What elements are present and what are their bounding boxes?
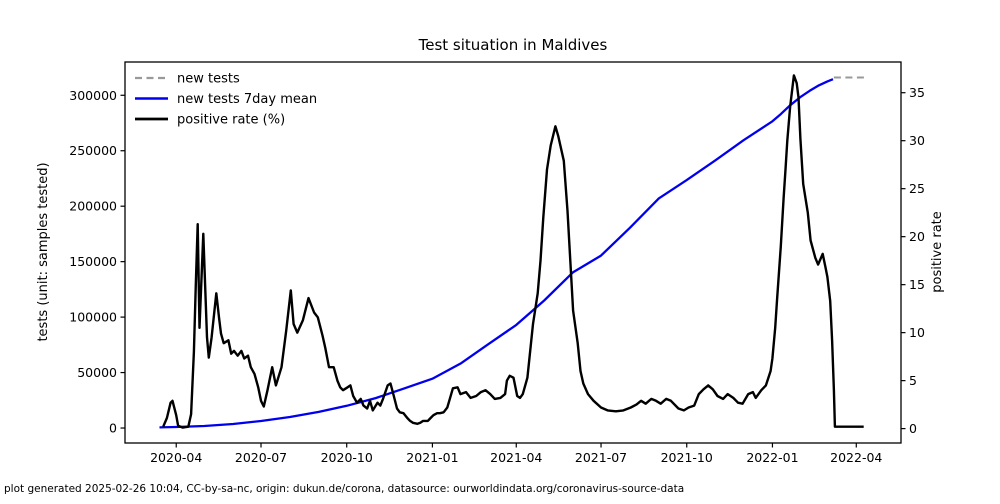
chart-title: Test situation in Maldives <box>418 36 608 54</box>
y-tick-label-right: 15 <box>909 277 925 292</box>
footer-note: plot generated 2025-02-26 10:04, CC-by-s… <box>4 483 684 495</box>
y-tick-label-left: 0 <box>109 421 117 436</box>
y-tick-label-left: 50000 <box>77 365 117 380</box>
legend-label-new-tests: new tests <box>177 72 240 87</box>
x-tick-label: 2020-07 <box>235 450 287 465</box>
y-tick-label-right: 35 <box>909 85 925 100</box>
y-tick-label-right: 30 <box>909 133 925 148</box>
x-tick-label: 2021-07 <box>575 450 627 465</box>
legend-label-new-tests-7day-mean: new tests 7day mean <box>177 92 317 107</box>
y-tick-label-right: 20 <box>909 229 925 244</box>
legend: new tests new tests 7day mean positive rat… <box>135 72 317 128</box>
right-axis-label: positive rate <box>930 211 945 293</box>
x-tick-label: 2021-10 <box>661 450 713 465</box>
series-line-positive-rate <box>162 74 864 429</box>
x-tick-label: 2022-01 <box>746 450 798 465</box>
plot-area: 2020-04 2020-07 2020-10 2021-01 2021-04 2021-… <box>69 61 925 465</box>
y-tick-label-left: 250000 <box>69 143 117 158</box>
x-tick-label: 2022-04 <box>830 450 882 465</box>
y-tick-label-left: 150000 <box>69 254 117 269</box>
x-tick-label: 2020-10 <box>321 450 373 465</box>
y-tick-label-right: 25 <box>909 181 925 196</box>
x-tick-label: 2021-04 <box>490 450 542 465</box>
plot-border <box>124 61 902 444</box>
y-tick-label-right: 10 <box>909 325 925 340</box>
y-tick-label-left: 100000 <box>69 310 117 325</box>
y-tick-label-right: 0 <box>909 421 917 436</box>
left-axis-label: tests (unit: samples tested) <box>36 162 51 341</box>
y-tick-label-left: 200000 <box>69 199 117 214</box>
y-tick-label-right: 5 <box>909 373 917 388</box>
x-tick-label: 2021-01 <box>406 450 458 465</box>
legend-label-positive-rate: positive rate (%) <box>177 113 285 128</box>
y-tick-label-left: 300000 <box>69 88 117 103</box>
series-line-new-tests-7day-mean <box>159 78 834 429</box>
x-tick-label: 2020-04 <box>150 450 202 465</box>
